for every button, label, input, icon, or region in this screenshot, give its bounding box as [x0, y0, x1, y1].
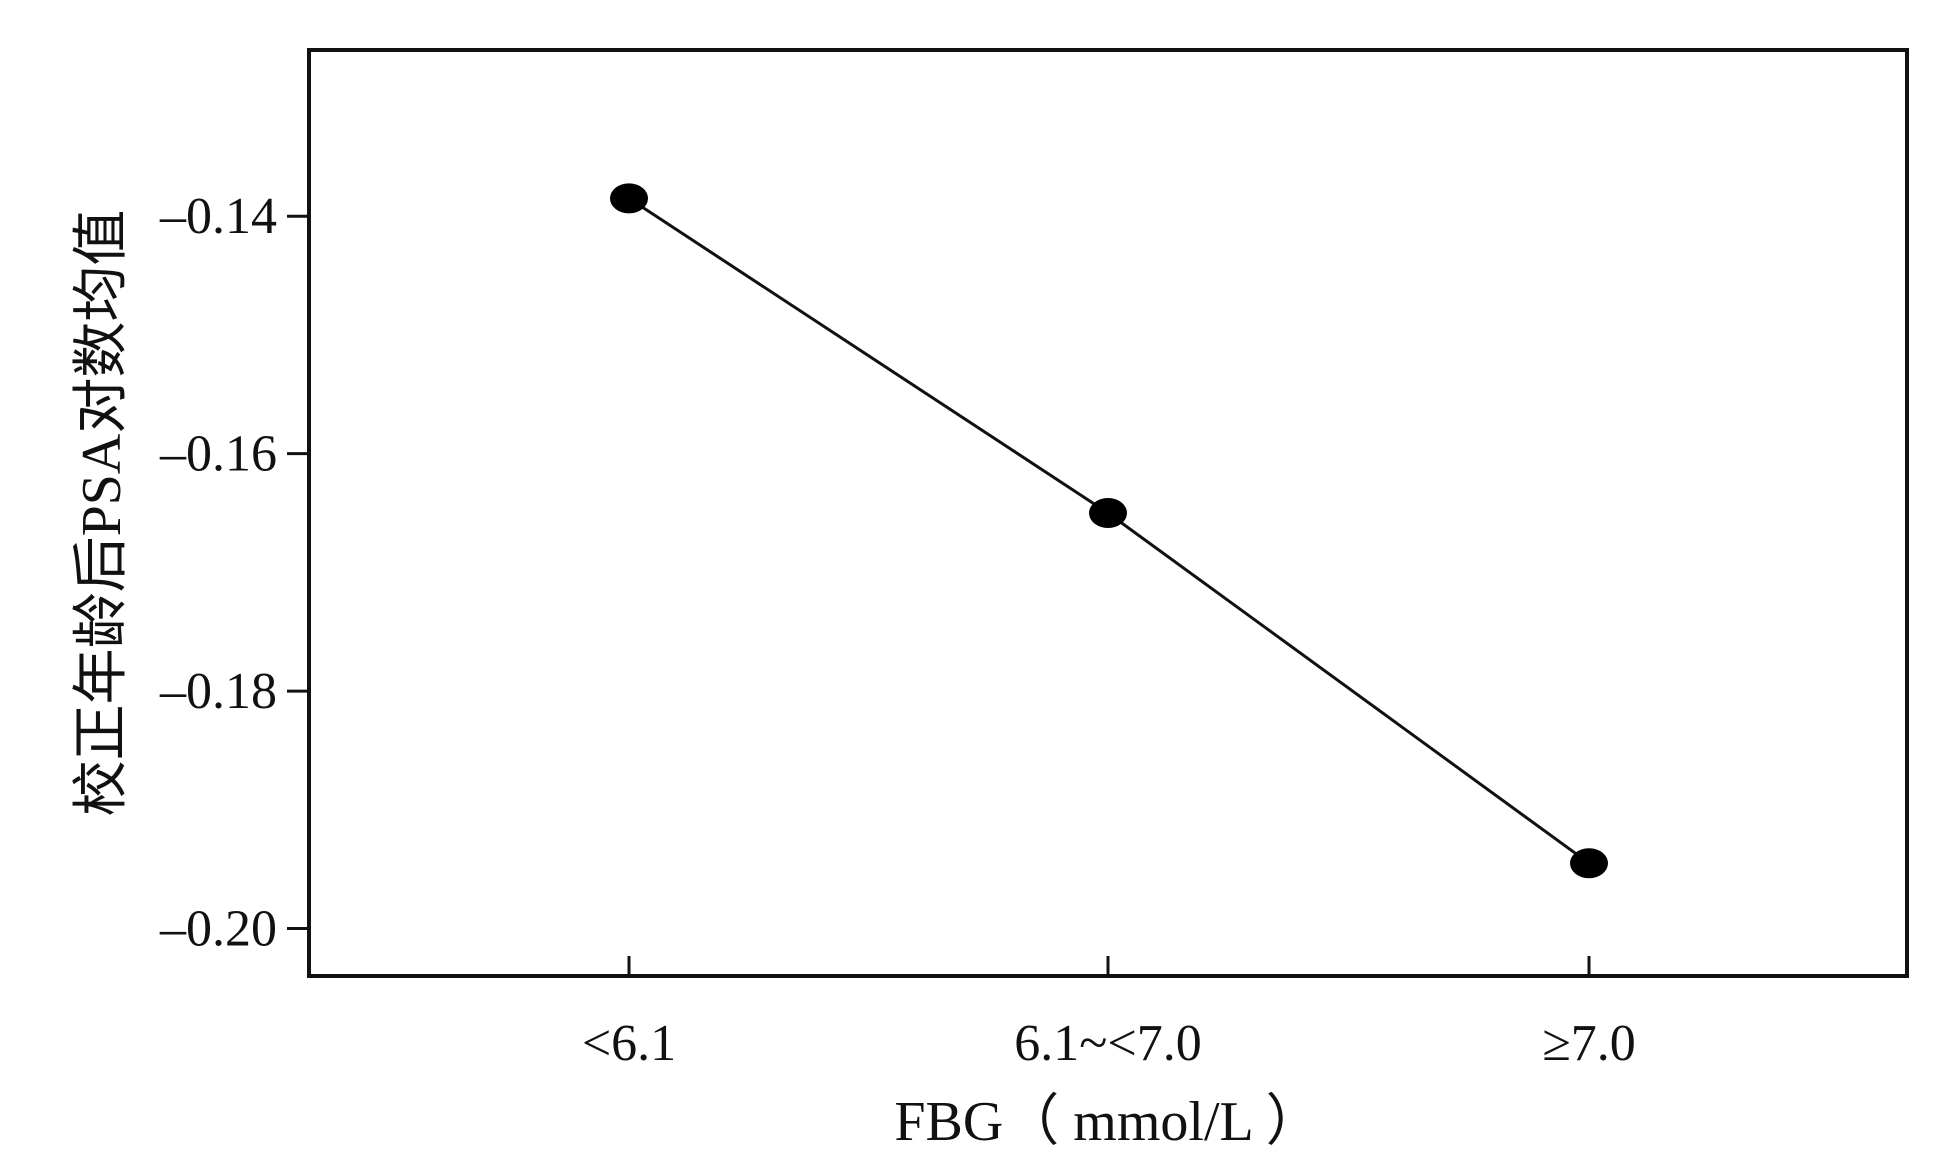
y-tick-label: –0.16	[159, 426, 277, 483]
y-tick-label: –0.20	[159, 901, 277, 958]
x-tick-label: <6.1	[582, 1015, 676, 1072]
data-point	[1570, 848, 1608, 879]
x-axis-ticks: <6.1 6.1~<7.0 ≥7.0	[582, 956, 1636, 1072]
x-axis-title: FBG（ mmol/L ）	[894, 1091, 1321, 1153]
data-point	[610, 183, 648, 214]
y-tick-label: –0.14	[159, 188, 277, 245]
x-tick-label: 6.1~<7.0	[1014, 1015, 1201, 1072]
y-axis-title: 校正年龄后PSA对数均值	[71, 210, 133, 817]
y-tick-label: –0.18	[159, 663, 277, 720]
y-axis-ticks: –0.14 –0.16 –0.18 –0.20	[159, 188, 309, 958]
series-line	[628, 197, 1590, 865]
series-group	[610, 183, 1608, 879]
x-tick-label: ≥7.0	[1542, 1015, 1636, 1072]
data-point	[1089, 498, 1127, 528]
